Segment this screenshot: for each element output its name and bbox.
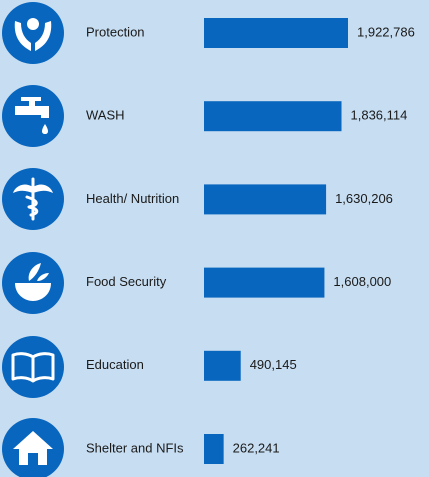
bar	[204, 101, 342, 132]
category-label: Shelter and NFIs	[86, 440, 184, 455]
category-label: Health/ Nutrition	[86, 191, 179, 206]
category-label: Education	[86, 357, 144, 372]
bar	[204, 267, 325, 298]
icons	[2, 2, 64, 477]
value-label: 1,922,786	[357, 24, 415, 39]
health-icon	[2, 168, 64, 230]
food-icon	[2, 252, 64, 314]
category-label: Protection	[86, 24, 145, 39]
shelter-icon	[2, 418, 64, 477]
category-label: WASH	[86, 108, 125, 123]
value-label: 1,630,206	[335, 191, 393, 206]
bar	[204, 434, 224, 464]
value-label: 262,241	[233, 440, 280, 455]
bar	[204, 184, 327, 215]
value-label: 1,608,000	[333, 274, 391, 289]
education-icon	[2, 336, 64, 398]
category-label: Food Security	[86, 274, 167, 289]
wash-icon	[2, 85, 64, 147]
value-label: 1,836,114	[351, 108, 408, 123]
protection-icon	[2, 2, 64, 64]
value-label: 490,145	[250, 357, 297, 372]
bar	[204, 18, 348, 48]
bar	[204, 350, 241, 381]
